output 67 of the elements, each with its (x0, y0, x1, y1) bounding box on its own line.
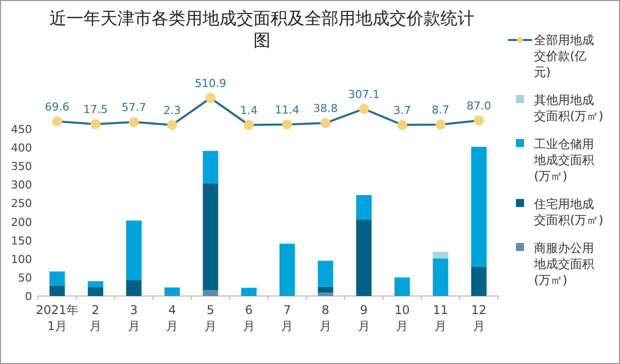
y-tick-label: 200 (11, 216, 32, 229)
bar (50, 272, 65, 286)
bar (394, 277, 410, 296)
bar (164, 287, 180, 296)
y-tick-label: 250 (11, 197, 32, 210)
x-tick-label: 11 月 (432, 303, 448, 333)
data-label: 510.9 (194, 77, 226, 90)
bar (202, 290, 218, 296)
y-tick-label: 400 (11, 142, 32, 155)
bar (318, 260, 334, 287)
bar (50, 286, 65, 296)
legend-item: 商服办公用地成交面积(万㎡) (516, 241, 594, 287)
data-label: 3.7 (393, 104, 411, 117)
legend-item: 工业仓储用地成交面积(万㎡) (516, 137, 594, 183)
data-label: 307.1 (348, 88, 380, 101)
bar (280, 244, 295, 296)
bar (432, 258, 448, 296)
bar (202, 150, 218, 184)
x-tick-label: 12 月 (471, 303, 486, 333)
x-tick-label: 6 月 (242, 303, 255, 333)
x-tick-label: 7 月 (281, 303, 294, 333)
legend-item: 住宅用地成交面积(万㎡) (516, 197, 604, 227)
data-label: 57.7 (122, 101, 146, 114)
bar (432, 252, 448, 259)
y-tick-label: 350 (11, 160, 32, 174)
bar (241, 288, 256, 296)
x-tick-label: 8 月 (320, 303, 332, 333)
legend-label: 工业仓储用地成交面积(万㎡) (533, 137, 594, 183)
y-tick-label: 150 (11, 234, 32, 248)
bar (356, 195, 372, 220)
x-tick-label: 9 月 (358, 303, 370, 333)
legend-label: 商服办公用地成交面积(万㎡) (533, 241, 594, 287)
data-label: 11.4 (274, 103, 300, 116)
bar (126, 220, 142, 280)
legend-label: 全部用地成交价款(亿元) (534, 33, 594, 79)
bar (88, 287, 104, 296)
x-tick-label: 4 月 (166, 303, 178, 333)
bar (318, 286, 334, 293)
chart-title: 近一年天津市各类用地成交面积及全部用地成交价款统计图 (50, 9, 474, 51)
data-label: 8.7 (432, 104, 450, 117)
bar (356, 220, 372, 296)
y-tick-label: 300 (11, 178, 32, 192)
bar (471, 146, 486, 267)
legend-label: 其他用地成交面积(万㎡) (534, 93, 604, 123)
x-tick-label: 2 月 (90, 303, 102, 333)
data-label: 2.3 (163, 104, 181, 117)
y-tick-label: 450 (11, 123, 32, 136)
bar (126, 280, 142, 296)
x-tick-label: 5 月 (204, 303, 216, 333)
y-tick-label: 0 (25, 290, 32, 303)
x-tick-label: 2021年 1月 (36, 303, 78, 333)
legend-item: 全部用地成交价款(亿元) (508, 33, 594, 79)
legend-label: 住宅用地成交面积(万㎡) (533, 197, 604, 227)
bar (202, 184, 218, 290)
bar (88, 281, 104, 288)
legend-item: 其他用地成交面积(万㎡) (516, 93, 604, 123)
data-label: 17.5 (83, 103, 108, 116)
data-label: 69.6 (44, 100, 70, 114)
y-tick-label: 50 (18, 271, 32, 284)
data-label: 38.8 (313, 102, 338, 116)
data-label: 1.4 (240, 104, 258, 117)
x-tick-label: 10 月 (394, 303, 410, 333)
x-tick-label: 3 月 (128, 303, 140, 333)
bar (318, 292, 334, 296)
bar (471, 266, 486, 296)
y-tick-label: 100 (11, 252, 32, 266)
data-label: 87.0 (466, 99, 492, 112)
